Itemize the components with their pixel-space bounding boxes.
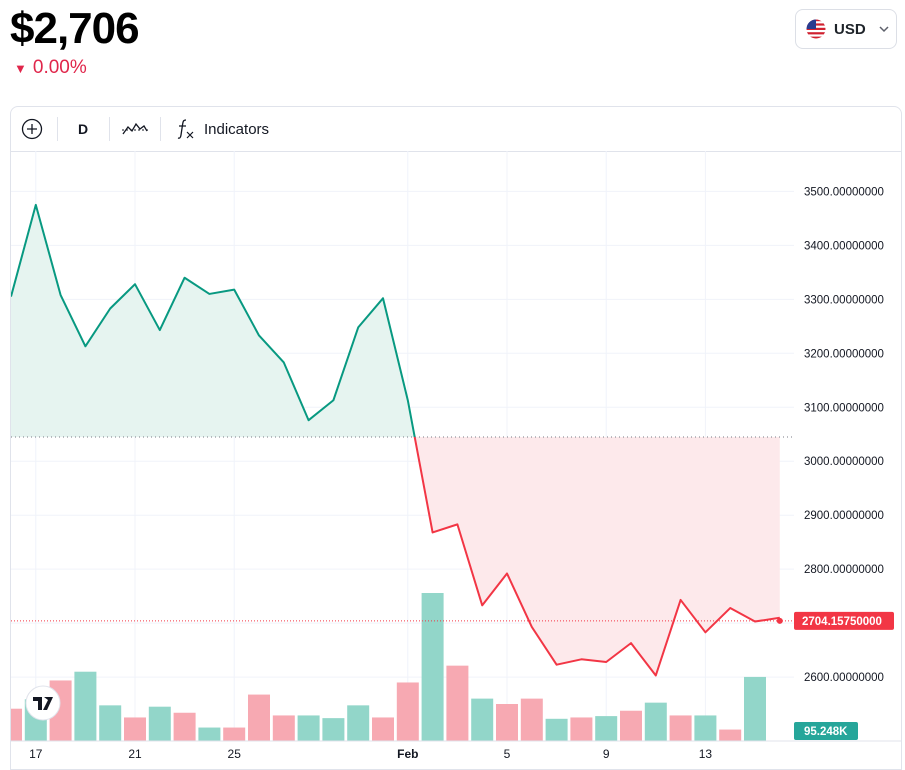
volume-bar [74,671,97,741]
area-below-baseline [11,436,780,676]
volume-bar [520,698,543,741]
y-tick-label: 3000.00000000 [804,456,884,468]
down-triangle-icon: ▼ [14,60,27,76]
last-price-dot [776,617,783,624]
last-price-badge [794,611,894,630]
volume-bar [496,704,518,741]
chart-toolbar: D Indicators [11,107,901,152]
volume-bar [694,715,717,741]
area-above-baseline [11,204,415,437]
volume-bar [545,718,568,741]
last-price-label: 2704.15750000 [802,616,882,628]
volume-label: 95.248K [804,726,848,738]
chart-panel: D Indicators 3500.00000000 3400.00000000 3… [10,106,902,770]
volume-bar [11,708,22,741]
currency-selector[interactable]: USD [795,9,897,49]
currency-label: USD [834,20,866,38]
volume-bar [148,706,171,741]
volume-bar [620,710,642,741]
baseline-chart-icon [122,122,148,135]
y-tick-label: 2900.00000000 [804,510,884,522]
x-tick-label: 9 [603,747,610,761]
x-tick-label: 17 [29,747,43,761]
volume-bar [99,705,122,741]
volume-bar [272,715,295,741]
volume-bar [372,717,394,741]
y-tick-label: 2800.00000000 [804,564,884,576]
fx-icon [177,119,194,139]
logo-glyph [33,697,53,710]
price-line-below [413,436,780,677]
volume-bar [644,702,667,741]
price-change: ▼ 0.00% [14,57,87,79]
volume-bar [446,665,469,741]
x-tick-label: 25 [228,747,242,761]
y-tick-label: 3100.00000000 [804,402,884,414]
volume-bar [396,682,419,741]
interval-button[interactable]: D [78,107,88,151]
volume-bar [421,593,444,741]
plus-circle-icon [21,118,43,140]
volume-bar [570,717,593,741]
y-tick-label: 3400.00000000 [804,240,884,252]
volume-bar [669,715,692,741]
y-tick-label: 3200.00000000 [804,348,884,360]
volume-bar [223,727,246,741]
volume-bar [297,715,320,741]
x-tick-label: 5 [504,747,511,761]
volume-bar [719,729,742,741]
price-value: $2,706 [10,4,140,53]
volume-bar [744,676,766,741]
volume-bar [198,727,221,741]
y-tick-label: 3300.00000000 [804,294,884,306]
chart-type-button[interactable] [121,107,149,151]
add-symbol-button[interactable] [21,107,43,151]
us-flag-icon [806,19,826,39]
toolbar-divider [57,117,58,141]
volume-badge [794,722,858,740]
indicators-label: Indicators [204,120,270,138]
x-tick-label: 13 [699,747,713,761]
volume-bar [471,698,494,741]
x-tick-label: Feb [397,747,418,761]
toolbar-divider [109,117,110,141]
volume-bar [124,717,146,741]
price-chart[interactable]: 3500.00000000 3400.00000000 3300.00000000 3… [11,151,902,770]
volume-bar [595,716,618,741]
price-change-percent: 0.00% [32,57,87,78]
toolbar-divider [160,117,161,141]
volume-bar [173,712,196,741]
y-tick-label: 3500.00000000 [804,186,884,198]
x-tick-label: 21 [128,747,142,761]
y-tick-label: 2600.00000000 [804,672,884,684]
volume-bar [248,694,270,741]
interval-label: D [78,121,89,137]
chevron-down-icon [879,26,889,33]
volume-bar [347,705,370,741]
tradingview-logo [25,685,61,721]
volume-bar [322,718,345,741]
logo-circle [25,685,61,721]
price-line-above [11,203,416,437]
indicators-button[interactable]: Indicators [176,107,269,151]
